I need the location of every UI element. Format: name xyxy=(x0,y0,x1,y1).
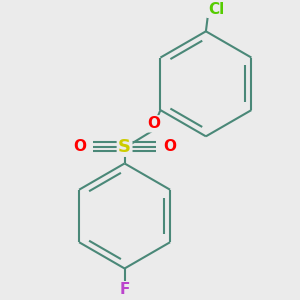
Text: O: O xyxy=(74,139,86,154)
Text: O: O xyxy=(163,139,176,154)
Text: F: F xyxy=(119,282,130,297)
Text: Cl: Cl xyxy=(208,2,224,17)
Text: S: S xyxy=(118,137,131,155)
Text: O: O xyxy=(147,116,160,131)
